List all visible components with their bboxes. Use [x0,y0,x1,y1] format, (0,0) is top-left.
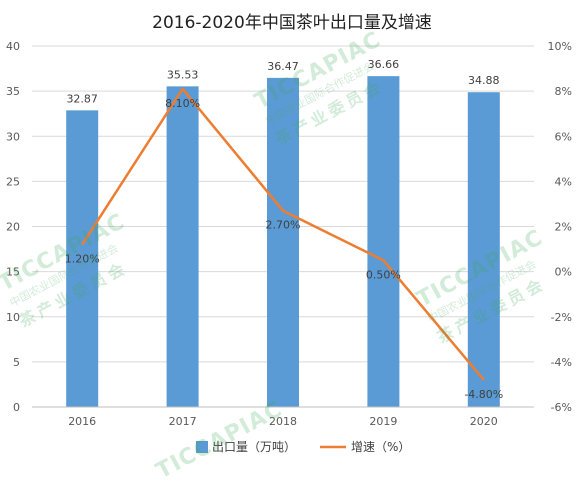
x-tick-label: 2020 [470,415,498,428]
y-left-tick-label: 35 [6,85,20,98]
legend-bar-swatch [196,441,208,453]
x-tick-label: 2016 [68,415,96,428]
y-right-tick-label: -6% [551,401,572,414]
bar [166,86,199,408]
legend-bar-label: 出口量（万吨） [212,440,296,454]
growth-line [81,87,485,381]
y-left-tick-label: 10 [6,311,20,324]
y-right-tick-label: 4% [555,175,572,188]
y-left-tick-label: 30 [6,130,20,143]
bar [267,77,299,408]
bar-value-label: 34.88 [468,74,500,87]
bar-value-label: 36.66 [368,58,400,71]
line-value-label: 0.50% [366,268,401,281]
y-left-tick-label: 15 [6,266,20,279]
y-left-tick-label: 40 [6,40,20,53]
y-right-tick-label: -4% [551,356,572,369]
y-left-tick-label: 0 [13,401,20,414]
bar [367,76,400,408]
y-right-tick-label: 2% [555,221,572,234]
x-tick-label: 2018 [269,415,297,428]
x-tick-label: 2019 [369,415,397,428]
y-right-tick-label: 10% [548,40,572,53]
x-tick-label: 2017 [169,415,197,428]
chart-title: 2016-2020年中国茶叶出口量及增速 [152,13,432,33]
chart: 2016-2020年中国茶叶出口量及增速 0 5 10 15 20 25 30 35 40 -6% -… [6,13,572,454]
y-right-tick-label: 0% [555,266,572,279]
bar [467,92,500,407]
bar-value-label: 35.53 [167,68,199,81]
y-right-tick-label: 6% [555,130,572,143]
y-left-tick-label: 5 [13,356,20,369]
line-value-label: -4.80% [464,388,503,401]
bar-value-label: 36.47 [267,60,299,73]
y-left-tick-label: 25 [6,175,20,188]
y-left-tick-label: 20 [6,221,20,234]
y-right-tick-label: 8% [555,85,572,98]
bar-value-label: 32.87 [66,92,98,105]
bar [66,110,99,407]
line-value-label: 1.20% [65,253,100,266]
y-right-tick-label: -2% [551,311,572,324]
legend-line-label: 增速（%） [351,440,410,454]
line-value-label: 2.70% [266,219,301,232]
line-value-label: 8.10% [165,97,200,110]
